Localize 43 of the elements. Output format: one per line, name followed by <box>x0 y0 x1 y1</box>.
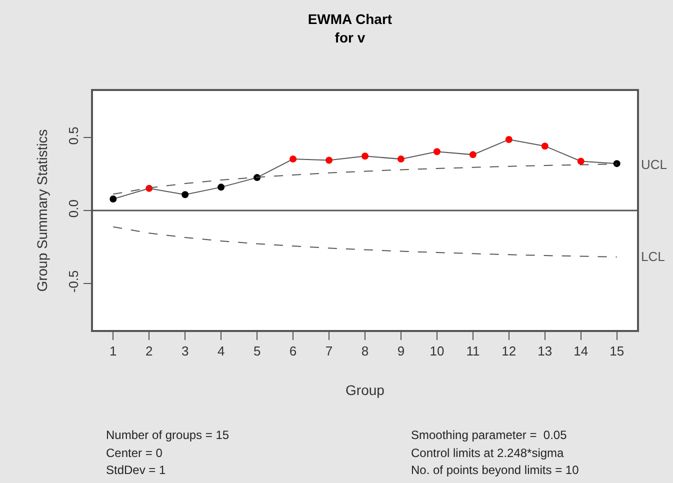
point <box>541 142 548 150</box>
y-tick-label: 0.5 <box>66 126 82 145</box>
point <box>433 148 440 156</box>
x-tick-label: 5 <box>253 343 261 358</box>
text: Smoothing parameter = 0.05 <box>411 428 568 442</box>
x-tick-label: 3 <box>181 343 189 358</box>
point <box>110 195 117 202</box>
line-series <box>112 226 618 258</box>
point <box>469 151 476 158</box>
y-tick-label: 0.0 <box>66 200 82 218</box>
y-tick-label: -0.5 <box>66 270 82 293</box>
x-tick-label: 12 <box>502 343 516 358</box>
x-tick-label: 15 <box>610 343 624 358</box>
x-axis-title: Group <box>346 382 385 398</box>
x-tick-label: 10 <box>430 343 444 358</box>
x-tick-label: 14 <box>574 343 588 358</box>
point <box>577 158 584 165</box>
x-tick-label: 7 <box>325 343 333 358</box>
point <box>218 184 225 191</box>
x-tick-label: 9 <box>397 343 405 358</box>
point <box>362 152 368 160</box>
text: Control limits at 2.248*sigma <box>411 446 564 460</box>
text: No. of points beyond limits = 10 <box>411 463 580 477</box>
x-tick-label: 4 <box>217 343 225 358</box>
text: Center = 0 <box>106 446 163 460</box>
point <box>613 160 620 168</box>
series-label: LCL <box>641 249 665 264</box>
x-tick-label: 13 <box>538 343 552 358</box>
x-tick-label: 6 <box>289 343 297 358</box>
point <box>397 156 404 163</box>
chart-title: EWMA Chart for v <box>308 11 392 46</box>
point <box>182 191 189 198</box>
point <box>290 156 297 163</box>
x-tick-label: 2 <box>146 343 153 358</box>
point <box>326 156 333 164</box>
series-label: UCL <box>641 157 668 172</box>
x-tick-label: 8 <box>361 343 369 358</box>
y-axis-title: Group Summary Statistics <box>34 129 50 292</box>
text: StdDev = 1 <box>106 463 166 477</box>
x-tick-label: 11 <box>466 343 480 358</box>
x-tick-label: 1 <box>110 343 117 358</box>
point <box>505 136 512 144</box>
text: Number of groups = 15 <box>106 428 230 442</box>
